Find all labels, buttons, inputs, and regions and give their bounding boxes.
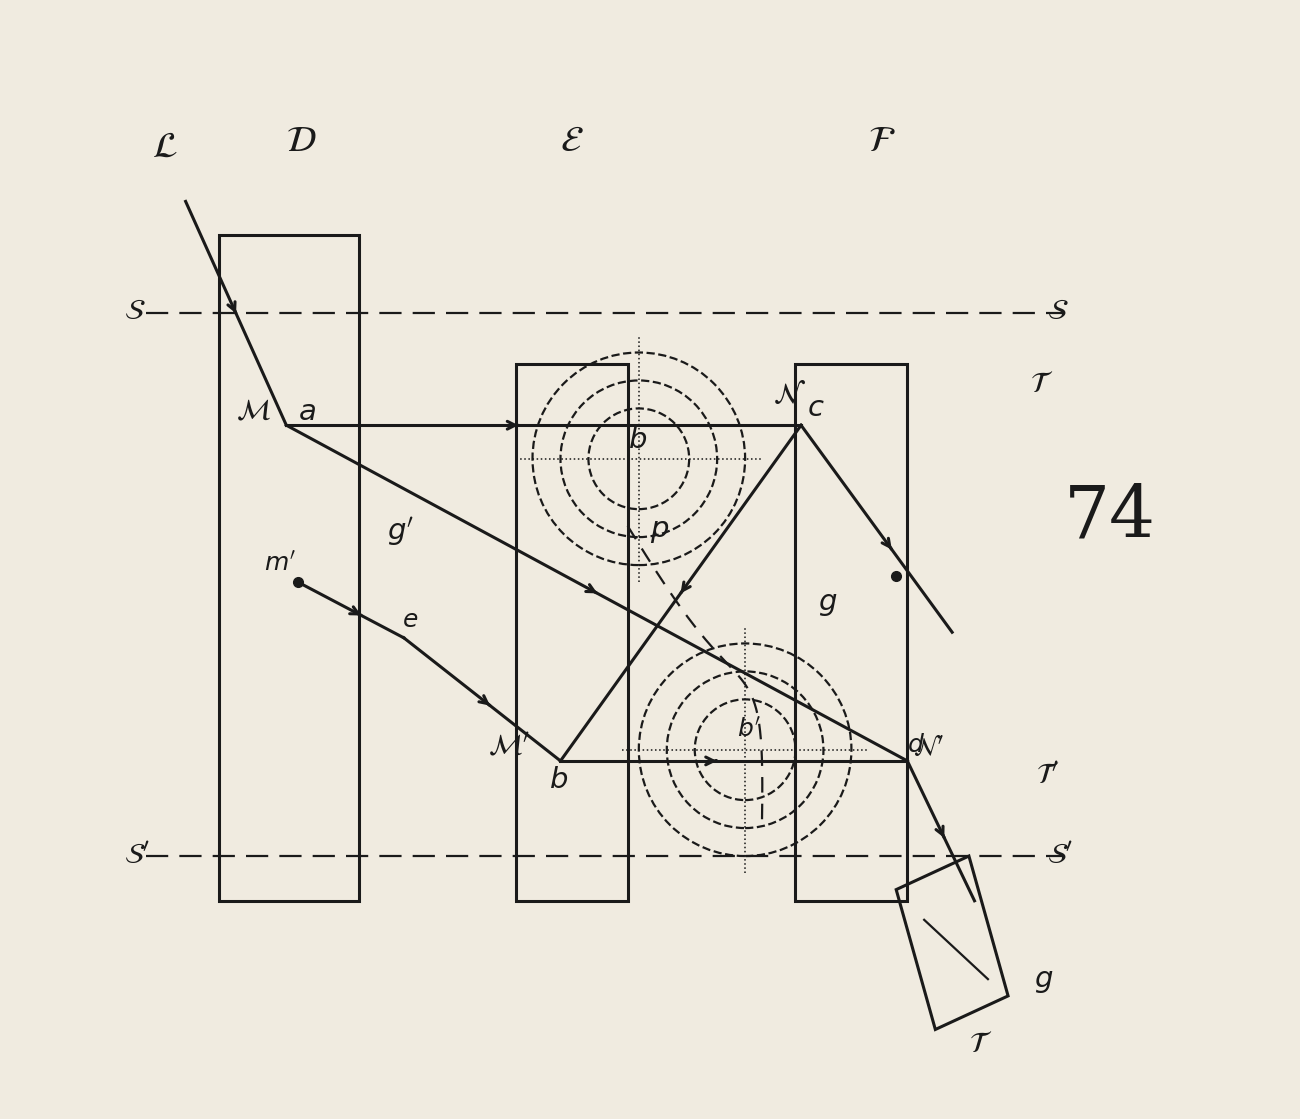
- Text: $\mathcal{S}'$: $\mathcal{S}'$: [1048, 841, 1074, 869]
- Text: $d$: $d$: [907, 734, 926, 756]
- Text: $\mathcal{T}$: $\mathcal{T}$: [968, 1029, 992, 1057]
- Text: $b$: $b$: [550, 765, 568, 793]
- Text: $\mathcal{L}$: $\mathcal{L}$: [152, 130, 178, 163]
- Text: 74: 74: [1063, 481, 1156, 552]
- Text: $b$: $b$: [628, 425, 646, 453]
- Text: $\mathcal{T}$: $\mathcal{T}$: [1031, 369, 1054, 397]
- Text: $\mathcal{D}$: $\mathcal{D}$: [286, 124, 317, 158]
- Text: $\mathcal{S}'$: $\mathcal{S}'$: [124, 841, 151, 869]
- Text: $e$: $e$: [402, 609, 417, 631]
- Text: $\mathcal{N}$: $\mathcal{N}$: [774, 380, 806, 408]
- Text: $\mathcal{F}$: $\mathcal{F}$: [868, 124, 896, 158]
- Text: $\mathcal{M}'$: $\mathcal{M}'$: [488, 733, 529, 761]
- Bar: [516, 364, 628, 901]
- Text: $\mathcal{T}'$: $\mathcal{T}'$: [1036, 761, 1060, 789]
- Text: $\mathcal{N}'$: $\mathcal{N}'$: [913, 735, 944, 760]
- Text: $\mathcal{S}$: $\mathcal{S}$: [1048, 297, 1069, 325]
- Text: $c$: $c$: [807, 394, 824, 422]
- Text: $a$: $a$: [298, 397, 316, 425]
- Text: $\mathcal{S}$: $\mathcal{S}$: [124, 297, 146, 325]
- Text: $\mathcal{E}$: $\mathcal{E}$: [560, 124, 584, 158]
- Text: $g$: $g$: [1034, 967, 1053, 995]
- Text: $b'$: $b'$: [737, 717, 762, 741]
- Text: $g$: $g$: [818, 590, 837, 618]
- Bar: [796, 364, 907, 901]
- Text: $m'$: $m'$: [264, 552, 296, 575]
- Text: $g'$: $g'$: [387, 515, 415, 547]
- Text: $p$: $p$: [650, 517, 670, 545]
- Text: $\mathcal{M}$: $\mathcal{M}$: [237, 397, 270, 425]
- Bar: [220, 235, 359, 901]
